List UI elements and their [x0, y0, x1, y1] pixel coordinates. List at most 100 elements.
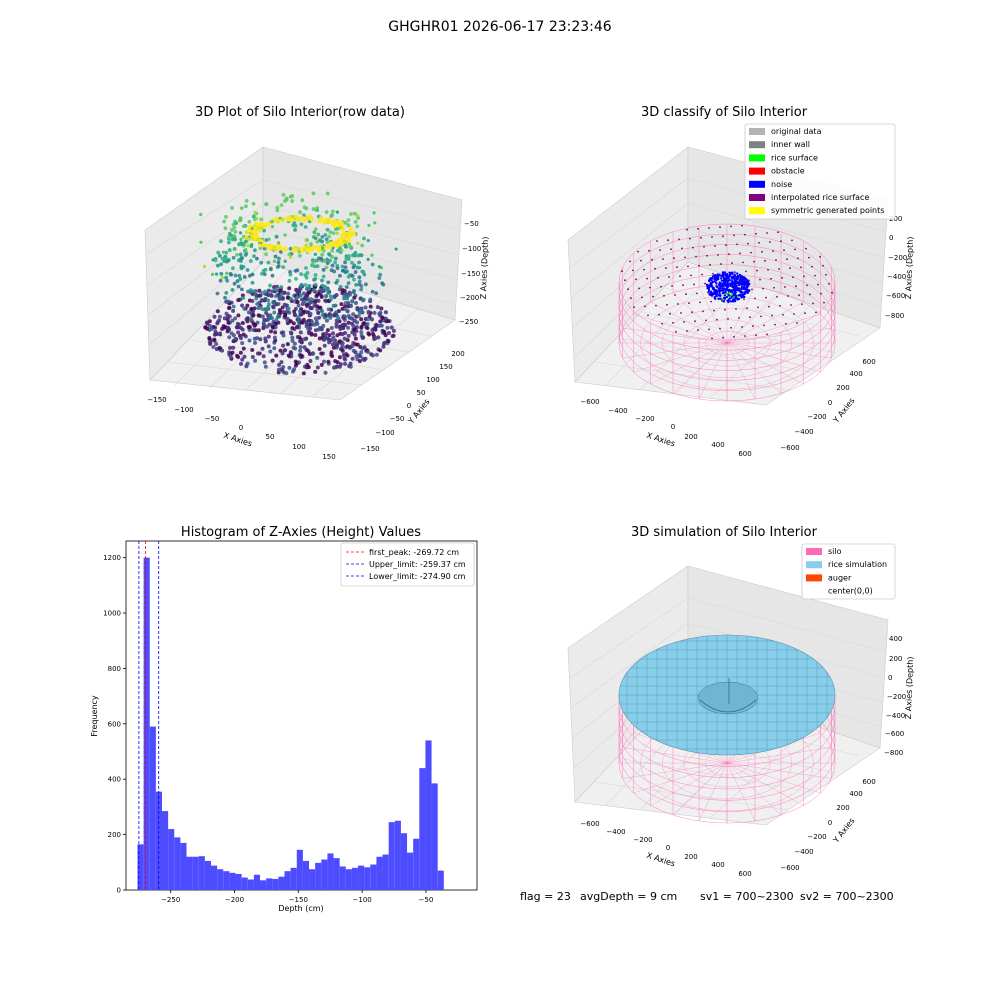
tick-label-y: 0 — [407, 402, 411, 410]
histogram-bar — [260, 880, 267, 890]
noise-point — [737, 288, 741, 291]
interpolated-point — [738, 317, 740, 319]
data-point — [297, 246, 301, 251]
noise-point — [725, 275, 728, 278]
data-point — [273, 254, 278, 259]
data-point — [362, 236, 366, 241]
interpolated-point — [806, 284, 808, 287]
data-point — [217, 346, 222, 351]
tick-label-y: −400 — [794, 428, 813, 436]
interpolated-point — [679, 275, 681, 278]
tick-label-y: 150 — [439, 363, 452, 371]
data-point — [223, 226, 228, 231]
data-point — [342, 239, 347, 244]
interpolated-point — [817, 283, 819, 286]
data-point — [333, 338, 338, 343]
rice-surface-point — [726, 292, 729, 295]
data-point — [300, 198, 305, 203]
axis-label-z: Z Axies (Depth) — [904, 236, 915, 299]
interpolated-point — [800, 266, 802, 269]
data-point — [207, 323, 212, 328]
interpolated-point — [785, 322, 787, 325]
data-point — [254, 292, 259, 297]
noise-point — [732, 283, 735, 286]
data-point — [371, 327, 376, 332]
data-point — [250, 226, 254, 231]
data-point — [331, 303, 336, 308]
tick-label-y: 0 — [828, 819, 832, 827]
data-point — [330, 248, 335, 253]
interpolated-point — [682, 284, 684, 287]
data-point — [223, 295, 227, 300]
data-point — [281, 310, 286, 315]
data-point — [304, 243, 308, 247]
axis-x: −600 −400 −200 0 200 400 600 X Axies — [580, 820, 751, 878]
data-point — [252, 336, 257, 341]
noise-point — [723, 287, 726, 290]
data-point — [233, 273, 238, 278]
data-point — [260, 346, 265, 351]
data-point — [335, 266, 340, 271]
interpolated-point — [746, 307, 748, 310]
interpolated-point — [719, 226, 721, 229]
data-point — [320, 234, 325, 239]
data-point — [344, 285, 349, 289]
tick-label-y: 50 — [417, 389, 426, 397]
data-point — [229, 272, 234, 277]
data-point — [227, 240, 231, 245]
tick-label-z: −600 — [886, 292, 905, 300]
data-point — [252, 231, 257, 236]
data-point — [285, 318, 290, 323]
noise-point — [743, 295, 746, 299]
data-point — [380, 315, 385, 320]
noise-point — [735, 284, 738, 287]
data-point — [305, 310, 310, 315]
data-point — [357, 279, 362, 284]
axis-x: −600 −400 −200 0 200 400 600 X Axies — [580, 398, 751, 458]
interpolated-point — [781, 277, 783, 279]
data-point — [301, 371, 306, 376]
interpolated-point — [775, 259, 777, 261]
data-point — [253, 248, 257, 253]
data-point — [366, 309, 371, 314]
data-point — [355, 213, 360, 218]
data-point — [305, 248, 310, 252]
data-point — [281, 247, 286, 251]
data-point — [316, 298, 321, 303]
histogram-bar — [186, 856, 193, 890]
tick-label-z: −200 — [460, 294, 479, 302]
tick-label-x: −250 — [161, 896, 180, 904]
axis-label-x: X Axies — [645, 431, 676, 449]
tick-label-z: −800 — [884, 749, 903, 757]
noise-point — [715, 293, 719, 296]
noise-point — [728, 297, 732, 300]
data-point — [255, 351, 260, 356]
tick-label-y: 200 — [836, 384, 849, 392]
data-point — [313, 273, 318, 277]
data-point — [386, 330, 391, 335]
histogram-bar — [339, 866, 346, 890]
data-point — [370, 353, 375, 358]
data-point — [332, 224, 337, 229]
interpolated-point — [696, 292, 698, 295]
panel-classify: 3D classify of Silo Interior −600 −400 −… — [567, 105, 915, 458]
interpolated-point — [780, 240, 782, 243]
data-point — [334, 219, 338, 223]
silo-spoke — [726, 762, 821, 794]
interpolated-point — [685, 293, 687, 296]
noise-point — [723, 294, 727, 297]
data-point — [266, 298, 271, 303]
histogram-bar — [400, 833, 408, 890]
data-point — [355, 224, 360, 229]
panel-histogram: Histogram of Z-Axies (Height) Values −25… — [90, 525, 478, 913]
data-point — [257, 288, 262, 293]
plot-area — [125, 540, 478, 891]
interpolated-point — [765, 296, 767, 299]
histogram-bar — [327, 853, 334, 890]
data-point — [340, 332, 345, 337]
data-point — [336, 316, 341, 321]
data-point — [276, 241, 281, 245]
data-point — [260, 271, 264, 276]
data-point — [294, 247, 298, 252]
data-point — [324, 210, 329, 215]
